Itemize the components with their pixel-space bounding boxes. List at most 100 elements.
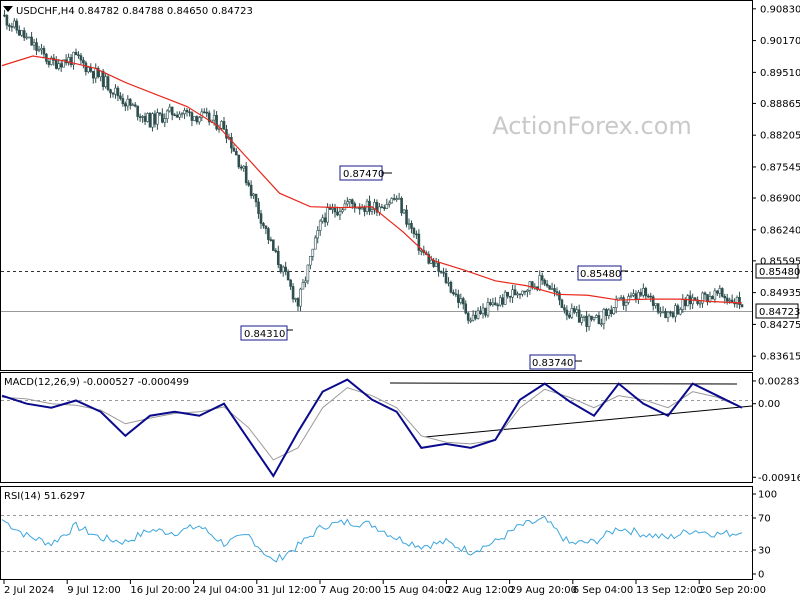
time-tick-label: 29 Aug 20:00 bbox=[510, 585, 577, 596]
candle bbox=[656, 303, 660, 315]
candle bbox=[671, 311, 675, 319]
candle bbox=[79, 52, 83, 65]
candle bbox=[548, 285, 551, 290]
candle bbox=[644, 286, 648, 300]
candle bbox=[452, 289, 455, 296]
candle bbox=[188, 108, 191, 117]
annotation-label: 0.87470 bbox=[343, 169, 384, 180]
time-tick-label: 31 Jul 12:00 bbox=[257, 585, 317, 596]
price-tick-label: 0.87545 bbox=[760, 162, 800, 173]
candle bbox=[375, 199, 379, 217]
candle bbox=[331, 203, 334, 214]
time-tick-label: 24 Jul 04:00 bbox=[194, 585, 254, 596]
price-tick-label: 0.86900 bbox=[760, 194, 800, 205]
candle bbox=[281, 265, 285, 277]
candle bbox=[170, 106, 174, 121]
candle bbox=[642, 283, 645, 298]
candle bbox=[348, 198, 352, 208]
candle bbox=[202, 108, 206, 114]
price-tick-label: 0.83615 bbox=[760, 352, 800, 363]
time-tick-label: 13 Sep 12:00 bbox=[636, 585, 703, 596]
candle bbox=[385, 198, 389, 210]
candle bbox=[595, 314, 598, 319]
annotation-high-sep: 0.85480 bbox=[577, 265, 628, 281]
macd-panel-frame bbox=[0, 372, 753, 483]
candle bbox=[3, 9, 6, 18]
candle bbox=[143, 112, 147, 125]
candle bbox=[161, 108, 164, 124]
candle bbox=[516, 291, 519, 299]
candle bbox=[235, 148, 238, 156]
candle bbox=[358, 203, 361, 215]
macd-line bbox=[1, 378, 743, 478]
candle bbox=[459, 293, 463, 305]
candle bbox=[496, 302, 500, 311]
candle bbox=[99, 70, 102, 82]
annotation-label: 0.85480 bbox=[580, 269, 621, 280]
candle bbox=[304, 276, 307, 288]
candle bbox=[74, 48, 78, 56]
candle bbox=[407, 218, 411, 230]
candle bbox=[89, 63, 93, 73]
candle bbox=[291, 283, 295, 303]
candle bbox=[585, 310, 588, 333]
price-tick-label: 0.84275 bbox=[760, 320, 800, 331]
candle bbox=[639, 288, 643, 298]
candle bbox=[316, 226, 320, 244]
rsi-axis: 100 70 30 0 bbox=[752, 490, 777, 581]
candle bbox=[568, 312, 571, 320]
macd-tick-label: 0.00 bbox=[758, 399, 780, 410]
candle bbox=[205, 107, 209, 118]
candle bbox=[215, 111, 218, 131]
candle bbox=[333, 203, 337, 218]
rsi-line bbox=[1, 515, 743, 563]
price-tick-label: 0.85595 bbox=[760, 256, 800, 267]
candle bbox=[267, 226, 270, 245]
candle bbox=[247, 180, 250, 187]
candle bbox=[649, 292, 653, 303]
price-tag-current: 0.84723 bbox=[755, 303, 800, 319]
candle bbox=[651, 294, 655, 311]
candle bbox=[698, 300, 702, 308]
candle bbox=[501, 293, 505, 308]
candle bbox=[627, 293, 630, 305]
candle bbox=[17, 25, 21, 36]
candle bbox=[336, 206, 339, 217]
candle bbox=[489, 298, 492, 307]
candle bbox=[457, 289, 460, 309]
candle bbox=[10, 22, 14, 32]
candle bbox=[563, 304, 566, 314]
candle bbox=[326, 203, 329, 226]
candle bbox=[674, 303, 677, 323]
candle bbox=[57, 58, 61, 71]
candle bbox=[654, 303, 657, 309]
candle bbox=[207, 110, 211, 126]
candle bbox=[587, 313, 591, 331]
candle bbox=[254, 193, 258, 208]
candle bbox=[429, 255, 433, 264]
candle bbox=[94, 63, 98, 83]
candle bbox=[173, 112, 176, 117]
candle bbox=[25, 32, 28, 40]
candle bbox=[193, 116, 196, 122]
candle bbox=[614, 295, 618, 314]
candle bbox=[158, 112, 162, 117]
candle bbox=[373, 198, 376, 215]
chevron-down-icon[interactable] bbox=[3, 6, 13, 12]
rsi-panel-frame bbox=[0, 486, 753, 580]
candle bbox=[237, 154, 241, 169]
candle bbox=[442, 267, 445, 277]
candle bbox=[318, 219, 322, 236]
candle bbox=[259, 210, 263, 229]
candle bbox=[669, 310, 672, 317]
candle bbox=[471, 310, 475, 322]
candle bbox=[72, 51, 75, 70]
candle bbox=[607, 308, 611, 320]
candle bbox=[264, 225, 268, 235]
candle bbox=[605, 307, 608, 321]
candle bbox=[506, 291, 509, 299]
candle bbox=[528, 281, 532, 295]
candle bbox=[720, 287, 724, 298]
annotation-label: 0.83740 bbox=[532, 358, 573, 369]
